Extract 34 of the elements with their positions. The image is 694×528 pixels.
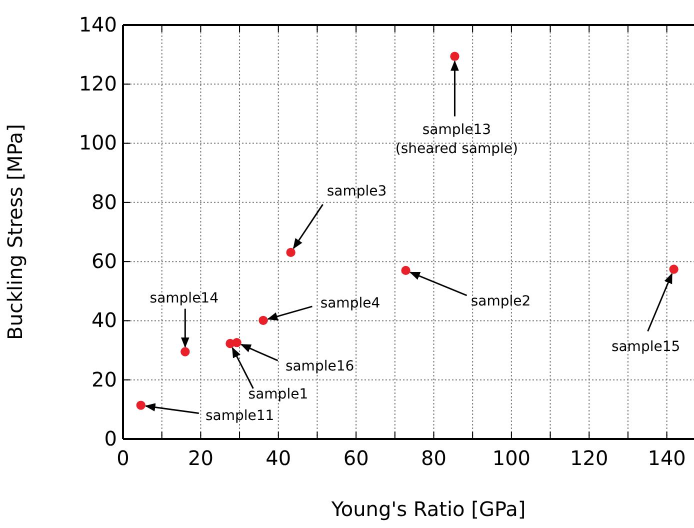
annotation: sample15 — [611, 339, 680, 356]
annotation: sample2 — [470, 293, 531, 310]
x-tick-label: 120 — [570, 446, 608, 470]
x-tick-label: 20 — [188, 446, 214, 470]
x-tick-label: 60 — [343, 446, 369, 470]
point — [136, 400, 146, 410]
annotation: sample4 — [320, 295, 380, 312]
y-tick-label: 40 — [92, 308, 117, 332]
x-tick-label: 100 — [492, 446, 531, 470]
point — [401, 266, 410, 276]
point — [286, 248, 296, 257]
point — [258, 316, 268, 325]
y-axis-title: Buckling Stress [MPa] — [3, 124, 27, 340]
y-tick-label: 100 — [78, 130, 117, 155]
point — [669, 264, 678, 274]
point — [180, 347, 190, 356]
y-tick-label: 60 — [92, 248, 117, 273]
point — [450, 52, 460, 61]
annotation: sample3 — [326, 183, 387, 200]
point — [232, 338, 242, 348]
annotation: sample1 — [248, 386, 308, 402]
y-tick-label: 120 — [78, 72, 117, 96]
y-tick-label: 80 — [92, 190, 117, 214]
annotation: sample13 (sheared sample) — [395, 122, 518, 158]
x-axis-title: Young's Ratio [GPa] — [330, 497, 526, 521]
annotation: sample16 — [285, 358, 354, 374]
x-tick-label: 40 — [266, 446, 292, 470]
annotation: sample11 — [206, 408, 274, 424]
y-tick-label: 140 — [78, 12, 117, 36]
x-tick-label: 140 — [648, 446, 686, 470]
x-tick-label: 80 — [421, 446, 446, 470]
annotation: sample14 — [150, 290, 219, 307]
y-tick-label: 0 — [104, 426, 117, 450]
y-tick-label: 20 — [92, 367, 117, 392]
